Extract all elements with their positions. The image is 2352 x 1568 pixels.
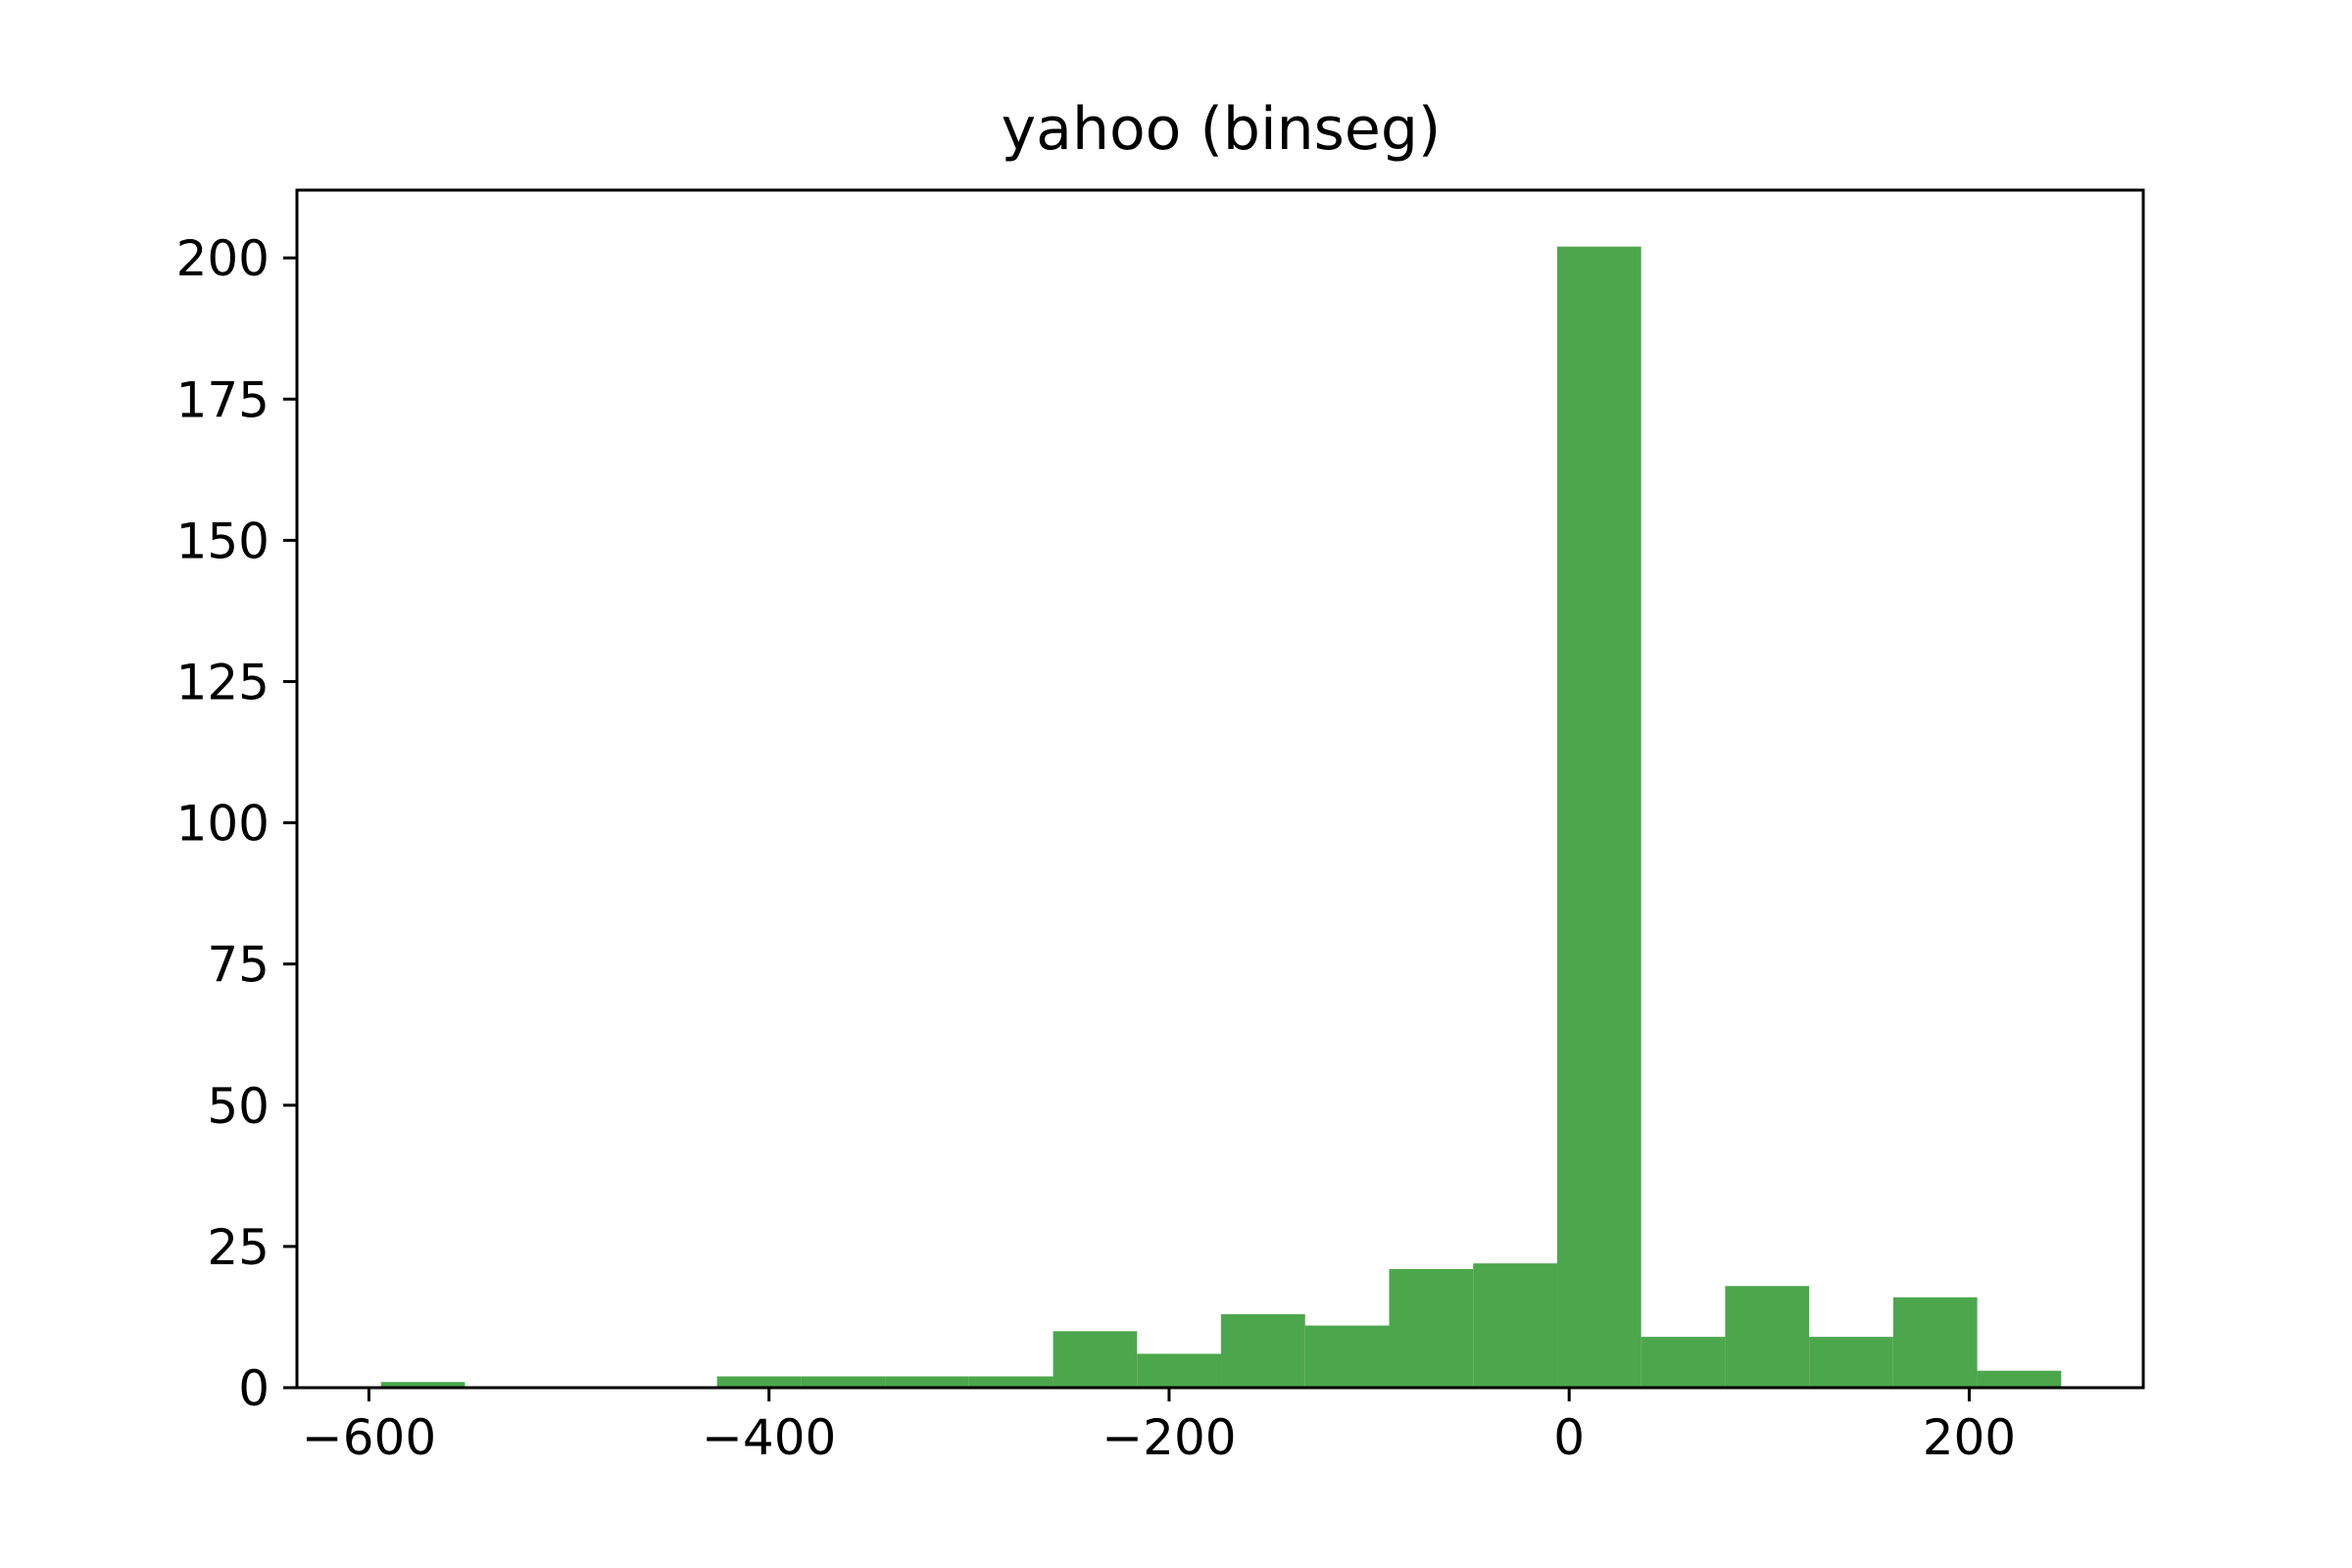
histogram-bar xyxy=(1556,246,1642,1389)
x-tick-label: −400 xyxy=(702,1409,836,1466)
y-tick-label: 200 xyxy=(176,230,270,287)
histogram-bar xyxy=(716,1376,802,1388)
y-tick-label: 25 xyxy=(207,1219,270,1276)
y-tick-label: 150 xyxy=(176,513,270,569)
histogram-bar xyxy=(1977,1370,2062,1388)
histogram-bar xyxy=(1725,1286,1810,1388)
histogram-bar xyxy=(1641,1337,1726,1388)
histogram-bar xyxy=(1809,1337,1893,1388)
x-tick-label: 200 xyxy=(1923,1409,2016,1466)
x-tick-label: 0 xyxy=(1553,1409,1585,1466)
histogram-bar xyxy=(380,1382,466,1388)
histogram-bar xyxy=(801,1376,886,1388)
y-tick-label: 175 xyxy=(176,371,270,428)
histogram-bar xyxy=(885,1376,969,1388)
histogram-bar xyxy=(1221,1314,1305,1388)
y-axis-ticks: 0 25 50 75 100 125 150 175 200 xyxy=(176,230,297,1417)
y-tick-label: 125 xyxy=(176,654,270,710)
histogram-bar xyxy=(1389,1268,1474,1388)
y-tick-label: 75 xyxy=(207,937,270,994)
x-tick-label: −200 xyxy=(1102,1409,1236,1466)
chart-title: yahoo (binseg) xyxy=(1002,95,1442,164)
x-tick-label: −600 xyxy=(302,1409,436,1466)
x-axis-ticks: −600 −400 −200 0 200 xyxy=(302,1388,2016,1466)
histogram-bar xyxy=(1137,1353,1222,1388)
bars-group xyxy=(380,246,2062,1389)
axes-frame xyxy=(295,188,2145,1390)
histogram-bar xyxy=(1053,1331,1138,1388)
histogram-bar xyxy=(1304,1325,1390,1388)
y-tick-label: 0 xyxy=(238,1360,270,1417)
histogram-bar xyxy=(968,1376,1054,1388)
y-tick-label: 50 xyxy=(207,1078,270,1135)
histogram-bar xyxy=(1473,1263,1557,1388)
histogram-bar xyxy=(1892,1297,1978,1388)
y-tick-label: 100 xyxy=(176,796,270,853)
